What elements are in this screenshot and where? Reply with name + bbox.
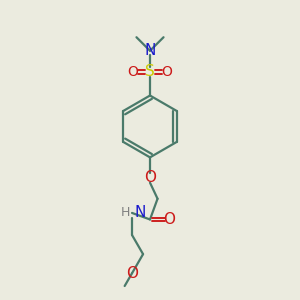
Text: S: S — [145, 64, 155, 80]
Text: O: O — [163, 212, 175, 227]
Text: O: O — [162, 65, 172, 79]
Text: O: O — [126, 266, 138, 281]
Text: O: O — [128, 65, 138, 79]
Text: N: N — [135, 206, 146, 220]
Text: H: H — [121, 206, 130, 219]
Text: O: O — [144, 170, 156, 185]
Text: N: N — [144, 43, 156, 58]
